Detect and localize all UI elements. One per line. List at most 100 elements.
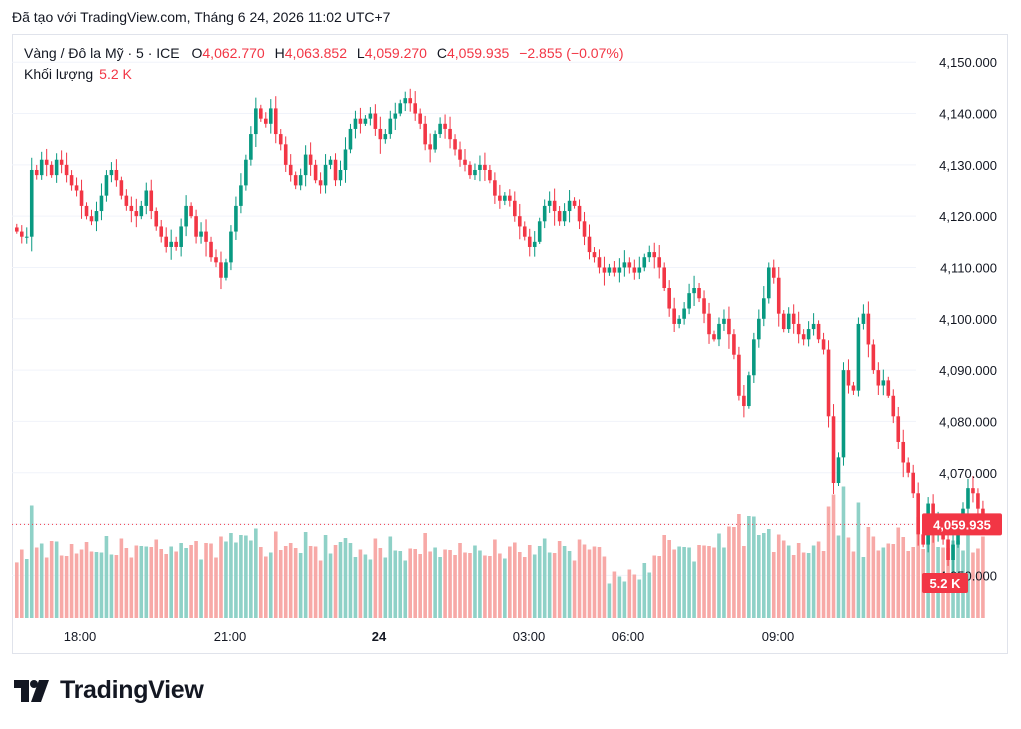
volume-bar	[348, 543, 353, 618]
volume-bar	[393, 550, 398, 618]
candle-body	[801, 334, 806, 340]
x-tick-label: 09:00	[762, 629, 795, 644]
volume-bar	[323, 535, 328, 618]
time-axis: 18:00 21:00 24 03:00 06:00 09:00	[64, 629, 795, 644]
candle-body	[587, 236, 592, 253]
candles	[15, 88, 985, 573]
candle-body	[647, 252, 652, 258]
volume-bar	[443, 549, 447, 618]
candle-body	[124, 195, 129, 206]
volume-bar	[343, 538, 348, 618]
volume-label: Khối lượng	[24, 66, 94, 82]
candle-body	[503, 195, 507, 201]
candle-body	[612, 267, 617, 273]
low-value: 4,059.270	[364, 45, 427, 61]
volume-bar	[508, 546, 512, 618]
volume-bar	[219, 536, 223, 618]
y-tick-label: 4,140.000	[939, 107, 997, 122]
volume-bar	[463, 552, 467, 618]
volume-bar	[368, 559, 373, 618]
candle-body	[602, 267, 607, 273]
volume-bar	[517, 552, 522, 618]
candle-body	[448, 128, 452, 140]
volume-bar	[313, 546, 318, 618]
volume-bar	[104, 536, 109, 618]
candle-body	[373, 113, 378, 129]
candle-body	[184, 205, 188, 227]
volume-bar	[124, 548, 129, 618]
price-chart[interactable]: 4,050.0004,060.0004,070.0004,080.0004,09…	[12, 34, 1008, 654]
candle-body	[891, 395, 896, 417]
candle-body	[916, 493, 920, 535]
candle-body	[308, 154, 313, 165]
volume-bar	[408, 548, 413, 618]
candle-body	[234, 205, 238, 232]
candle-body	[219, 262, 223, 278]
candle-body	[547, 200, 552, 206]
volume-bar	[697, 545, 701, 618]
candle-body	[298, 175, 303, 186]
volume-bar	[881, 547, 886, 618]
candle-body	[752, 339, 756, 376]
candle-body	[363, 118, 368, 124]
volume-bar	[612, 571, 617, 618]
candle-body	[946, 539, 950, 560]
volume-bar	[851, 551, 856, 618]
symbol-label: Vàng / Đô la Mỹ · 5 · ICE	[24, 45, 180, 61]
volume-bar	[64, 556, 69, 618]
candle-body	[179, 226, 183, 247]
volume-bar	[672, 549, 676, 618]
ohlc-legend: Vàng / Đô la Mỹ · 5 · ICE O4,062.770 H4,…	[24, 45, 623, 61]
candle-body	[572, 200, 577, 206]
volume-bar	[776, 534, 781, 618]
candle-body	[144, 190, 149, 206]
candle-body	[74, 185, 79, 191]
candle-body	[418, 113, 422, 124]
candle-body	[24, 236, 29, 238]
last-price-label: 4,059.935	[933, 517, 991, 532]
candle-body	[791, 313, 796, 324]
tradingview-logo[interactable]: TradingView	[14, 676, 204, 705]
volume-bar	[254, 528, 258, 618]
candle-body	[557, 211, 562, 222]
volume-bar	[174, 551, 178, 618]
volume-bar	[901, 537, 906, 618]
volume-legend: Khối lượng 5.2 K	[24, 66, 132, 82]
volume-bar	[732, 527, 736, 618]
candle-body	[483, 164, 487, 170]
volume-bar	[179, 543, 183, 618]
volume-bar	[194, 541, 198, 618]
candle-body	[831, 416, 836, 484]
volume-bar	[687, 547, 691, 618]
candle-body	[881, 380, 886, 386]
volume-bar	[702, 545, 706, 618]
volume-bar	[752, 516, 756, 618]
candle-body	[906, 462, 911, 473]
candle-body	[527, 236, 532, 247]
candle-body	[358, 118, 363, 124]
volume-bar	[582, 544, 587, 618]
volume-bar	[866, 527, 871, 618]
candle-body	[542, 205, 547, 222]
candle-body	[697, 288, 701, 299]
candle-body	[413, 103, 417, 114]
volume-bar	[846, 537, 851, 618]
volume-bar	[831, 494, 836, 618]
volume-bar	[358, 549, 363, 618]
candle-body	[328, 159, 333, 165]
candle-body	[762, 298, 766, 319]
candle-body	[134, 211, 139, 217]
candle-body	[532, 241, 537, 247]
candle-body	[727, 318, 731, 335]
volume-bar	[94, 552, 99, 618]
volume-bar	[757, 535, 761, 618]
volume-bar	[806, 553, 811, 618]
volume-bar	[54, 541, 59, 618]
low-label: L	[356, 45, 365, 61]
volume-bar	[692, 561, 696, 618]
volume-bar	[89, 551, 94, 618]
volume-bar	[418, 554, 422, 618]
candle-body	[139, 205, 144, 217]
volume-bar	[383, 557, 388, 618]
candle-body	[273, 108, 278, 135]
